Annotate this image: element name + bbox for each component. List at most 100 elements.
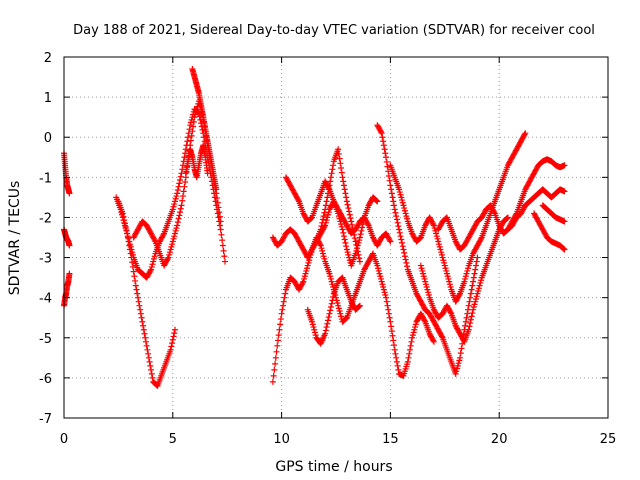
data-point [66,242,73,249]
data-point [467,316,474,323]
x-tick-label: 15 [382,432,399,447]
data-point [169,241,176,248]
data-point [465,302,472,309]
data-point [312,332,319,339]
data-point [403,213,410,220]
data-point [396,186,403,193]
data-point [417,262,424,269]
data-point [387,182,394,189]
data-point [148,370,155,377]
data-point [391,202,398,209]
data-point [218,231,225,238]
data-point [148,366,155,373]
series-trace-16 [417,214,511,345]
data-point [328,278,335,285]
data-point [404,263,411,270]
data-point [322,206,329,213]
x-tick-label: 25 [600,432,617,447]
data-point [391,206,398,213]
data-point [379,134,386,141]
data-point [149,261,156,268]
data-point [325,314,332,321]
data-point [125,235,132,242]
data-point [407,342,414,349]
data-point [185,134,192,141]
data-point [220,247,227,254]
data-point [327,275,334,282]
data-point [126,238,133,245]
chart-title: Day 188 of 2021, Sidereal Day-to-day VTE… [73,23,595,38]
data-point [410,329,417,336]
data-point [172,195,179,202]
data-point [278,310,285,317]
data-point [467,294,474,301]
data-point [136,302,143,309]
data-point [129,251,136,258]
data-point [323,198,330,205]
data-point [281,294,288,301]
data-point [466,298,473,305]
data-point [401,253,408,260]
data-point [430,338,437,345]
data-point [377,273,384,280]
y-tick-label: -2 [39,211,52,226]
data-point [169,340,176,347]
data-point [321,223,328,230]
data-point [356,237,363,244]
data-point [442,265,449,272]
data-point [350,228,357,235]
data-point [204,170,211,177]
data-point [217,218,224,225]
data-point [401,207,408,214]
data-point [478,277,485,284]
data-point [356,234,363,241]
data-point [374,198,381,205]
data-point [473,258,480,265]
data-point [318,245,325,252]
data-point [168,343,175,350]
data-point [164,255,171,262]
data-point [175,183,182,190]
data-point [394,362,401,369]
data-point [383,158,390,165]
data-point [385,310,392,317]
series-trace-7 [189,66,220,193]
data-point [216,213,223,220]
data-point [467,290,474,297]
data-point [145,354,152,361]
data-point [145,350,152,357]
y-axis-ticks: -7 -6 -5 -4 -3 -2 -1 0 1 2 [39,51,608,427]
data-point [127,243,134,250]
data-point [151,253,158,260]
data-point [398,236,405,243]
data-point [345,251,352,258]
data-point [322,330,329,337]
data-point [418,265,425,272]
y-tick-label: -3 [39,252,52,267]
data-point [327,178,334,185]
data-point [377,275,384,282]
data-marks [61,66,568,389]
data-point [393,354,400,361]
data-point [219,242,226,249]
data-point [169,238,176,245]
data-point [320,253,327,260]
data-point [184,138,191,145]
data-point [213,186,220,193]
data-point [319,216,326,223]
data-point [327,304,334,311]
data-point [356,255,363,262]
data-point [433,230,440,237]
series-trace-15 [387,130,529,305]
data-point [491,209,498,216]
data-point [395,223,402,230]
data-point [561,188,568,195]
data-point [462,275,469,282]
data-point [463,314,470,321]
data-point [395,366,402,373]
data-point [193,108,200,115]
data-point [441,262,448,269]
x-tick-label: 0 [60,432,68,447]
data-point [322,202,329,209]
data-point [380,138,387,145]
